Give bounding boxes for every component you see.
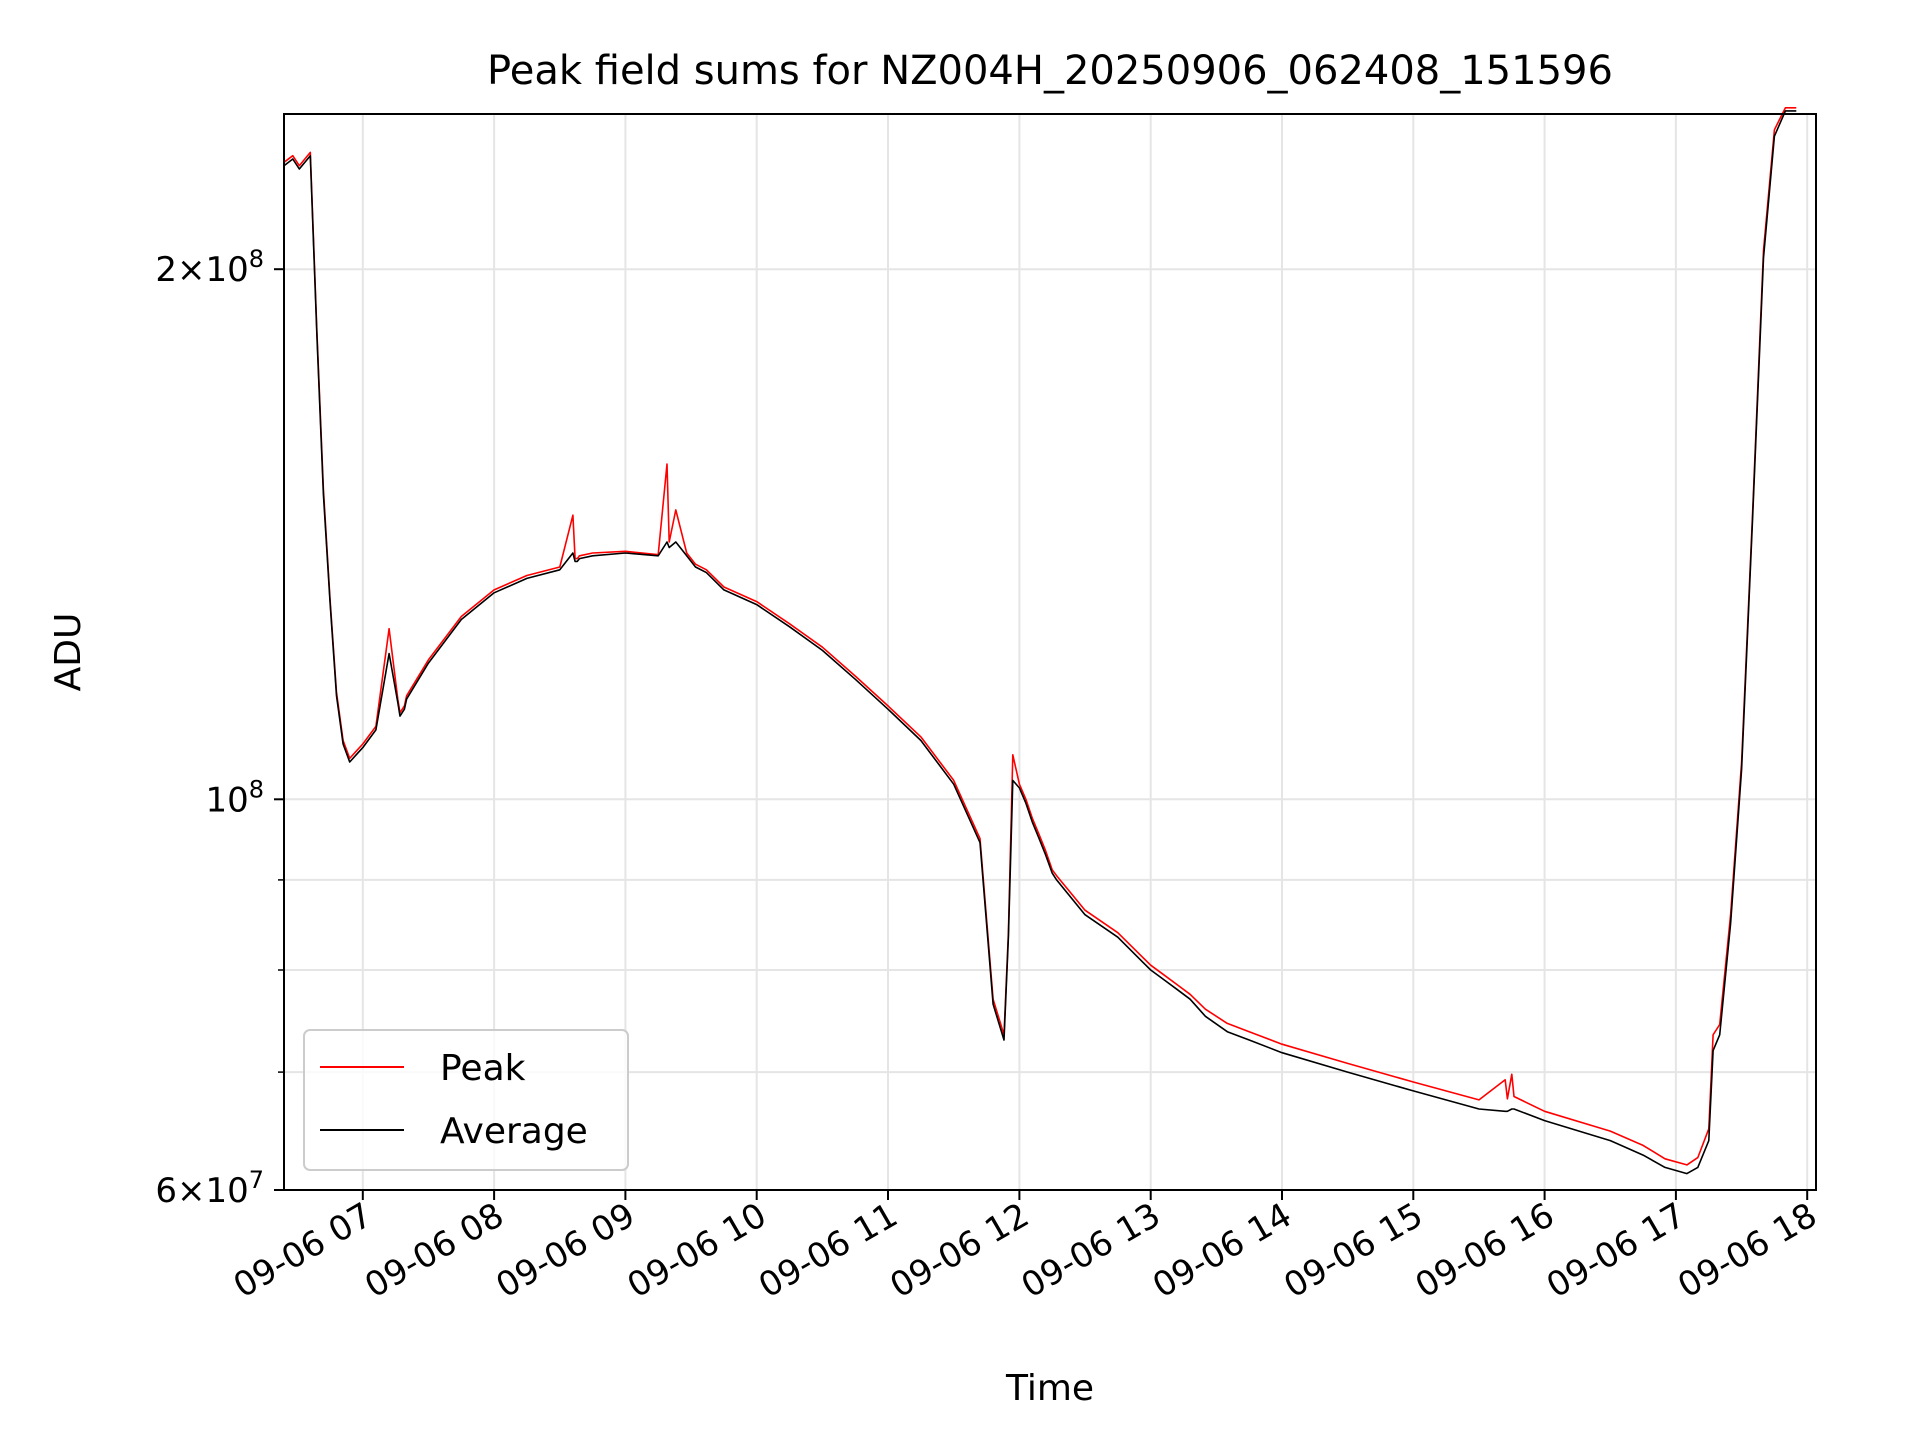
- legend-box: [303, 1029, 629, 1171]
- chart-title: Peak field sums for NZ004H_20250906_0624…: [487, 48, 1613, 94]
- legend: Peak Average: [303, 1029, 629, 1171]
- y-tick-label: 6×107: [155, 1166, 264, 1211]
- x-axis-label: Time: [1005, 1368, 1094, 1409]
- y-axis-label: ADU: [48, 613, 89, 692]
- legend-label-average: Average: [440, 1111, 588, 1152]
- y-tick-label: 2×108: [155, 245, 264, 290]
- y-tick-label: 108: [205, 775, 264, 820]
- plot-frame: [283, 113, 1817, 1191]
- y-axis: 6×107 108 2×108: [155, 245, 284, 1211]
- series-line-average: [283, 110, 1797, 1175]
- series-lines: [283, 107, 1797, 1175]
- legend-label-peak: Peak: [440, 1048, 526, 1089]
